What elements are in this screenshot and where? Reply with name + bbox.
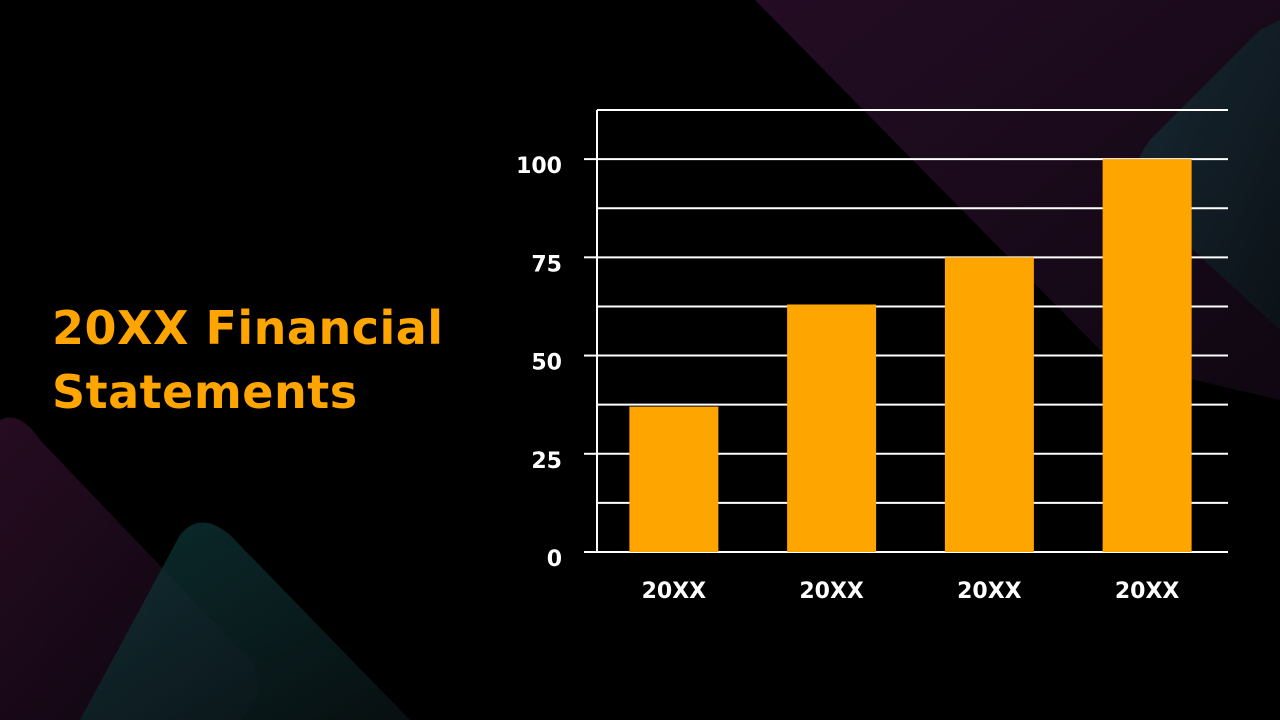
y-tick-label: 75 xyxy=(531,252,562,277)
slide-title-line-2: Statements xyxy=(52,365,358,419)
y-tick-label: 25 xyxy=(531,449,562,474)
x-tick-label: 20XX xyxy=(642,579,707,604)
x-tick-label: 20XX xyxy=(957,579,1022,604)
bar xyxy=(1102,159,1192,552)
x-tick-label: 20XX xyxy=(799,579,864,604)
bar xyxy=(629,406,719,552)
bar xyxy=(787,304,877,552)
y-tick-label: 100 xyxy=(516,154,562,179)
decor-teal-bottom-left xyxy=(80,522,410,720)
y-tick-label: 0 xyxy=(547,547,562,572)
slide-title-line-1: 20XX Financial xyxy=(52,301,444,355)
y-tick-label: 50 xyxy=(531,351,562,376)
x-tick-label: 20XX xyxy=(1115,579,1180,604)
slide-title: 20XX Financial Statements xyxy=(52,296,444,424)
decor-teal-top-right xyxy=(1135,20,1280,330)
bar xyxy=(944,257,1034,552)
